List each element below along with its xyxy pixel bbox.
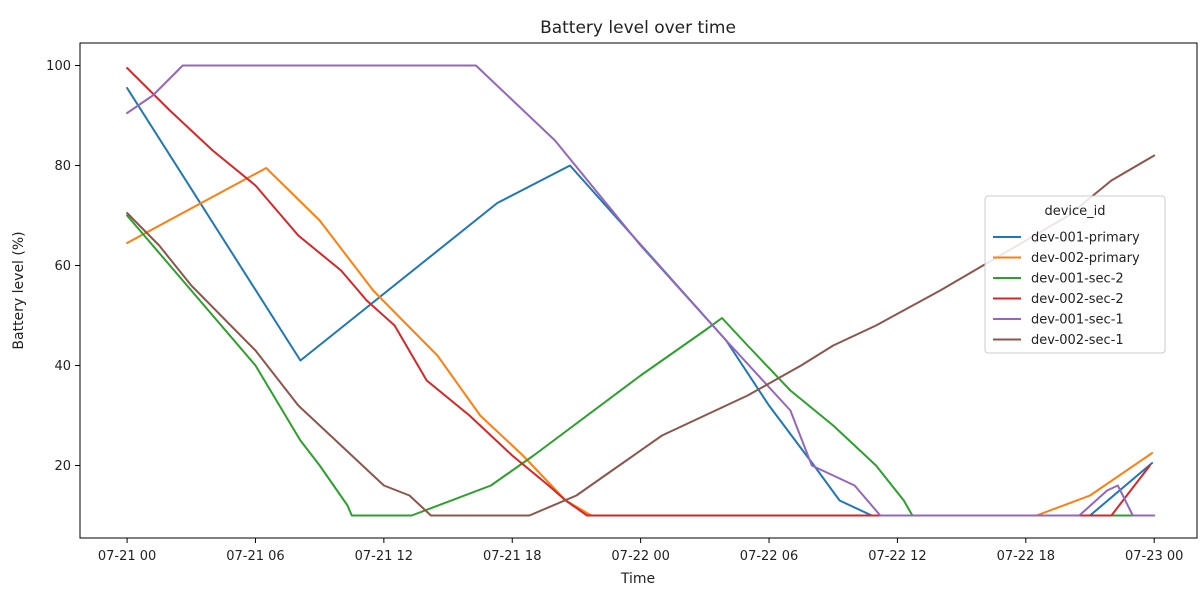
legend-items: dev-001-primary dev-002-primary dev-001-se… <box>993 231 1140 348</box>
series-line-dev-002-sec-2 <box>126 67 1151 517</box>
x-tick-label: 07-22 12 <box>868 549 926 564</box>
x-tick-label: 07-22 18 <box>997 549 1055 564</box>
series-line-dev-002-primary <box>126 167 1154 517</box>
y-axis: 20 40 60 80 100 <box>46 59 80 474</box>
x-tick-label: 07-21 12 <box>355 549 413 564</box>
y-tick-label: 60 <box>54 259 71 274</box>
legend-label-dev-001-sec-1: dev-001-sec-1 <box>1031 313 1124 328</box>
legend-label-dev-002-sec-2: dev-002-sec-2 <box>1031 292 1124 307</box>
plot-frame <box>79 42 1198 539</box>
series-line-dev-001-sec-2 <box>126 214 1156 517</box>
series-layer <box>126 64 1156 517</box>
legend-label-dev-001-sec-2: dev-001-sec-2 <box>1031 272 1124 287</box>
legend-box <box>984 195 1166 354</box>
x-tick-label: 07-21 00 <box>98 549 156 564</box>
x-tick-label: 07-21 06 <box>226 549 284 564</box>
y-tick-label: 20 <box>54 459 71 474</box>
x-tick-label: 07-21 18 <box>483 549 541 564</box>
x-tick-label: 07-22 06 <box>740 549 798 564</box>
x-axis: 07-21 00 07-21 06 07-21 12 07-21 18 07-22 00… <box>98 538 1183 564</box>
plot-area <box>79 42 1198 539</box>
legend-title: device_id <box>1044 204 1105 219</box>
y-tick-label: 100 <box>46 59 71 74</box>
legend-label-dev-001-primary: dev-001-primary <box>1031 231 1140 246</box>
legend-label-dev-002-sec-1: dev-002-sec-1 <box>1031 333 1124 348</box>
x-tick-label: 07-22 00 <box>611 549 669 564</box>
x-axis-title: Time <box>620 571 655 587</box>
y-tick-label: 80 <box>54 159 71 174</box>
series-line-dev-001-sec-1 <box>126 64 1156 517</box>
legend-label-dev-002-primary: dev-002-primary <box>1031 251 1140 266</box>
y-axis-title: Battery level (%) <box>11 231 27 349</box>
chart-title: Battery level over time <box>540 18 736 38</box>
legend: device_id dev-001-primary dev-002-primary… <box>984 195 1166 354</box>
x-tick-label: 07-23 00 <box>1125 549 1183 564</box>
y-tick-label: 40 <box>54 359 71 374</box>
